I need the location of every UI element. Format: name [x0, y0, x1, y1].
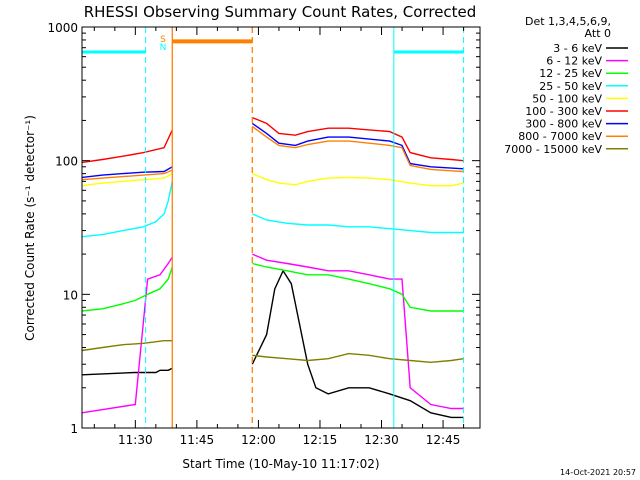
y-axis: 1 10 100 1000	[47, 21, 480, 436]
flag-marker-n: N	[160, 43, 167, 53]
series-line-0	[81, 367, 173, 376]
legend-entry-label: 800 - 7000 keV	[518, 130, 602, 143]
footer-timestamp: 14-Oct-2021 20:57	[560, 468, 636, 477]
series-line-7	[81, 169, 173, 181]
series-line-2	[252, 262, 464, 312]
series-line-7	[251, 125, 464, 173]
series-layer	[81, 116, 464, 419]
flag-marker-s: S	[160, 35, 166, 45]
x-tick-label: 12:45	[426, 433, 461, 447]
chart-title: RHESSI Observing Summary Count Rates, Co…	[84, 3, 477, 21]
series-line-8	[81, 340, 173, 352]
series-line-0	[251, 269, 464, 419]
legend-entry-label: 50 - 100 keV	[532, 92, 602, 105]
legend-entry-label: 6 - 12 keV	[546, 55, 602, 68]
legend-entry-label: 3 - 6 keV	[553, 42, 602, 55]
legend-header-1: Att 0	[585, 27, 611, 40]
x-axis: 11:30 11:45 12:00 12:15 12:30 12:45	[93, 27, 465, 447]
series-line-6	[81, 166, 173, 179]
series-line-1	[81, 256, 173, 414]
y-tick-label: 100	[55, 155, 78, 169]
x-tick-label: 11:45	[180, 433, 215, 447]
series-line-8	[252, 352, 464, 364]
x-tick-label: 12:00	[241, 433, 276, 447]
series-line-4	[81, 172, 173, 187]
legend-entry-label: 100 - 300 keV	[525, 105, 602, 118]
series-line-3	[252, 213, 464, 234]
y-tick-label: 10	[63, 288, 78, 302]
y-axis-label: Corrected Count Rate (s⁻¹ detector⁻¹)	[23, 115, 37, 341]
series-line-5	[81, 129, 173, 164]
series-line-1	[252, 253, 464, 410]
series-line-4	[252, 172, 464, 187]
x-axis-label: Start Time (10-May-10 11:17:02)	[182, 457, 379, 471]
series-line-5	[252, 116, 464, 162]
series-line-2	[81, 266, 173, 312]
legend-entry-label: 300 - 800 keV	[525, 118, 602, 131]
x-tick-label: 12:30	[364, 433, 399, 447]
x-tick-label: 11:30	[118, 433, 153, 447]
legend-entry-label: 12 - 25 keV	[539, 67, 602, 80]
series-line-6	[251, 122, 464, 170]
legend-entry-label: 7000 - 15000 keV	[504, 143, 602, 156]
y-tick-label: 1	[70, 422, 78, 436]
x-tick-label: 12:15	[303, 433, 338, 447]
legend-header-0: Det 1,3,4,5,6,9,	[525, 15, 611, 28]
series-line-3	[81, 181, 173, 238]
plot-frame	[81, 26, 481, 429]
legend-entry-label: 25 - 50 keV	[539, 80, 602, 93]
annotation-layer	[82, 27, 465, 428]
y-tick-label: 1000	[47, 21, 78, 35]
